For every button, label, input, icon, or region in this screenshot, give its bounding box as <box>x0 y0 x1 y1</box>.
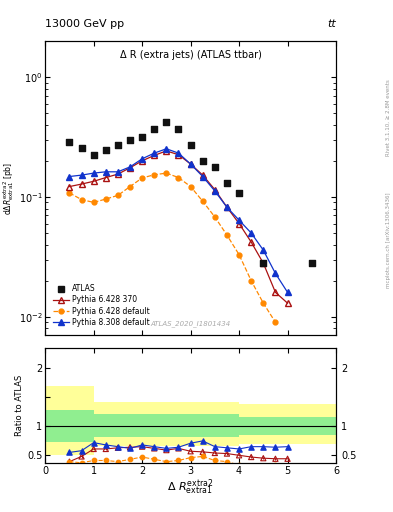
Point <box>212 449 218 457</box>
Point <box>115 458 121 466</box>
Point <box>200 447 206 456</box>
Y-axis label: Ratio to ATLAS: Ratio to ATLAS <box>15 375 24 436</box>
Point <box>236 445 242 453</box>
Point <box>139 441 145 449</box>
Point <box>260 454 266 462</box>
Point <box>200 453 206 461</box>
Point <box>200 157 206 165</box>
Point <box>272 455 279 463</box>
Point <box>151 455 157 463</box>
X-axis label: $\Delta\ R_{\mathrm{extra1}}^{\mathrm{extra2}}$: $\Delta\ R_{\mathrm{extra1}}^{\mathrm{ex… <box>167 478 214 497</box>
Point <box>285 442 291 451</box>
Point <box>272 460 279 468</box>
Point <box>66 449 73 457</box>
Point <box>236 461 242 469</box>
Point <box>79 453 85 461</box>
Point <box>187 447 194 455</box>
Point <box>163 118 169 126</box>
Legend: ATLAS, Pythia 6.428 370, Pythia 6.428 default, Pythia 8.308 default: ATLAS, Pythia 6.428 370, Pythia 6.428 de… <box>52 283 151 329</box>
Point <box>163 458 169 466</box>
Text: tt: tt <box>327 19 336 29</box>
Point <box>175 456 182 464</box>
Point <box>187 141 194 149</box>
Point <box>103 445 109 453</box>
Point <box>224 450 230 458</box>
Point <box>103 441 109 449</box>
Point <box>115 141 121 149</box>
Point <box>248 453 254 461</box>
Point <box>212 163 218 171</box>
Point <box>79 459 85 467</box>
Point <box>66 458 73 466</box>
Point <box>236 189 242 197</box>
Point <box>90 151 97 159</box>
Point <box>151 444 157 453</box>
Point <box>151 125 157 133</box>
Point <box>163 446 169 454</box>
Point <box>139 453 145 461</box>
Point <box>115 444 121 452</box>
Point <box>224 458 230 466</box>
Point <box>127 455 133 463</box>
Point <box>66 458 73 466</box>
Point <box>200 437 206 445</box>
Point <box>309 259 315 267</box>
Text: mcplots.cern.ch [arXiv:1306.3436]: mcplots.cern.ch [arXiv:1306.3436] <box>386 193 391 288</box>
Point <box>79 446 85 455</box>
Y-axis label: $\mathregular{d}\ \mathregular{d}\sigma^\mathregular{nd}$
$\mathregular{d}\Delta: $\mathregular{d}\ \mathregular{d}\sigma^… <box>0 162 16 215</box>
Point <box>272 443 279 452</box>
Point <box>139 442 145 451</box>
Point <box>103 456 109 464</box>
Point <box>151 442 157 451</box>
Text: Δ R (extra jets) (ATLAS ttbar): Δ R (extra jets) (ATLAS ttbar) <box>119 50 262 60</box>
Point <box>212 442 218 451</box>
Point <box>260 259 266 267</box>
Text: 13000 GeV pp: 13000 GeV pp <box>45 19 124 29</box>
Point <box>224 444 230 452</box>
Point <box>139 133 145 141</box>
Point <box>127 444 133 453</box>
Point <box>285 455 291 463</box>
Point <box>175 125 182 133</box>
Point <box>187 439 194 447</box>
Text: ATLAS_2020_I1801434: ATLAS_2020_I1801434 <box>151 320 231 327</box>
Point <box>115 442 121 451</box>
Point <box>66 138 73 146</box>
Text: Rivet 3.1.10, ≥ 2.8M events: Rivet 3.1.10, ≥ 2.8M events <box>386 79 391 156</box>
Point <box>90 438 97 446</box>
Point <box>248 463 254 472</box>
Point <box>260 442 266 451</box>
Point <box>248 442 254 451</box>
Point <box>212 456 218 464</box>
Point <box>127 443 133 452</box>
Point <box>79 144 85 152</box>
Point <box>224 179 230 187</box>
Point <box>175 443 182 452</box>
Point <box>163 444 169 453</box>
Point <box>103 145 109 154</box>
Point <box>175 444 182 453</box>
Point <box>90 456 97 464</box>
Point <box>236 451 242 459</box>
Point <box>187 454 194 462</box>
Point <box>260 465 266 474</box>
Point <box>127 136 133 144</box>
Point <box>90 445 97 453</box>
